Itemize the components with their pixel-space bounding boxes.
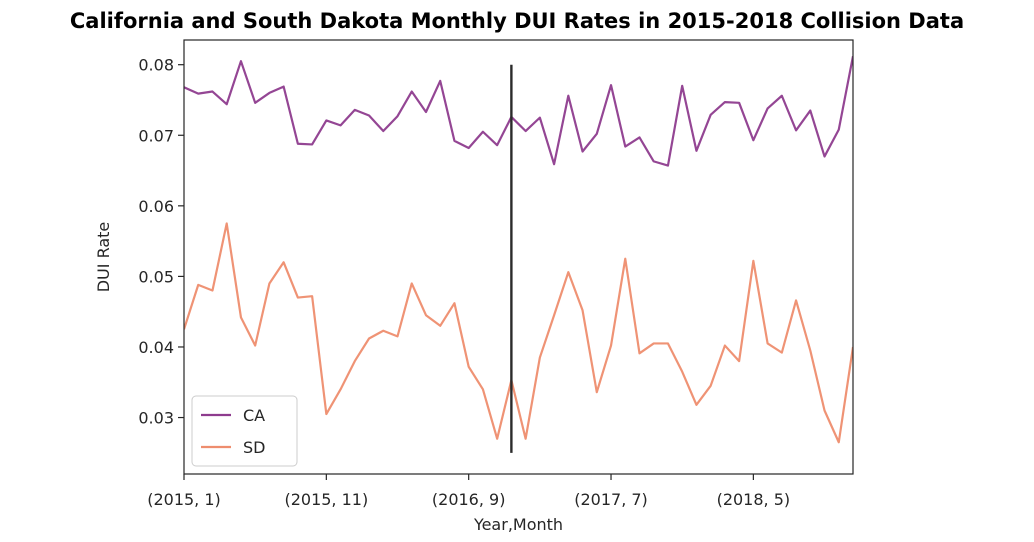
y-tick-label: 0.08 — [138, 56, 174, 75]
y-tick-label: 0.04 — [138, 338, 174, 357]
x-tick-label: (2018, 5) — [717, 490, 791, 509]
y-tick-label: 0.06 — [138, 197, 174, 216]
y-tick-label: 0.03 — [138, 409, 174, 428]
legend-label-sd: SD — [243, 438, 265, 457]
y-tick-label: 0.07 — [138, 126, 174, 145]
x-axis: (2015, 1) (2015, 11) (2016, 9) (2017, 7) (20… — [147, 474, 790, 509]
legend-box — [191, 395, 298, 467]
plot-frame — [183, 39, 854, 475]
series-group — [184, 56, 853, 444]
y-axis-label: DUI Rate — [94, 222, 113, 293]
series-line-sd — [184, 222, 853, 444]
x-tick-label: (2015, 11) — [284, 490, 368, 509]
chart-title: California and South Dakota Monthly DUI … — [70, 9, 964, 33]
x-tick-label: (2015, 1) — [147, 490, 221, 509]
legend-label-ca: CA — [243, 406, 265, 425]
x-axis-label: Year,Month — [473, 515, 563, 534]
legend: CA SD — [191, 395, 298, 467]
x-tick-label: (2017, 7) — [574, 490, 648, 509]
plot-area — [184, 56, 853, 453]
y-tick-label: 0.05 — [138, 267, 174, 286]
x-tick-label: (2016, 9) — [432, 490, 506, 509]
series-line-ca — [184, 56, 853, 167]
y-axis: 0.03 0.04 0.05 0.06 0.07 0.08 — [138, 56, 184, 428]
